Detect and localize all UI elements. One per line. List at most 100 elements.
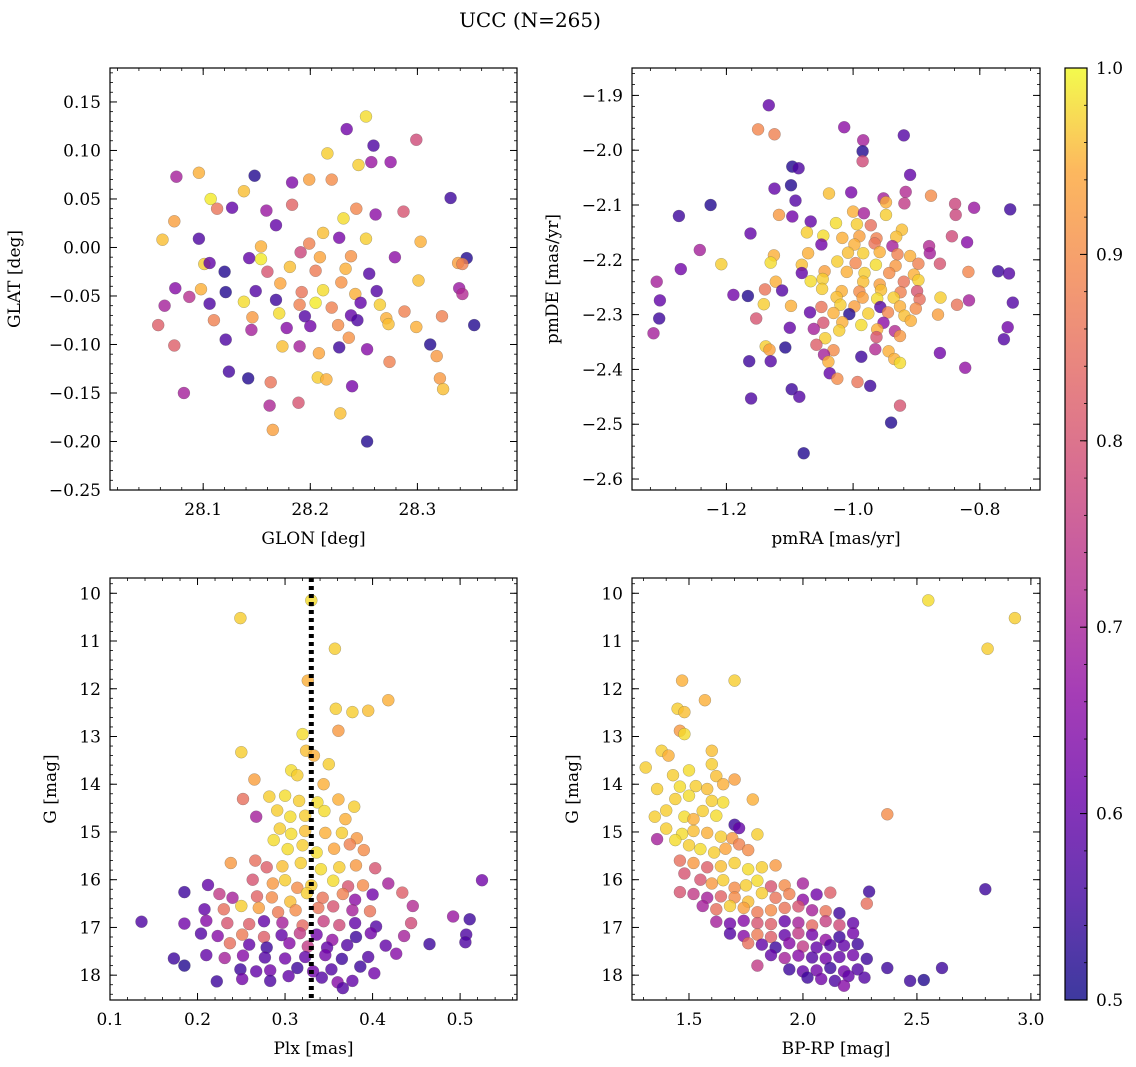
scatter-point (245, 323, 258, 337)
scatter-point (158, 299, 171, 312)
scatter-point (804, 215, 817, 228)
scatter-point (923, 246, 936, 260)
scatter-point (345, 380, 359, 393)
scatter-point (737, 901, 750, 915)
panel-pmra-pmde: −1.2 −1.0 −0.8 −2.6 −2.5 −2.4 −2.3 −2.2 −2.1 −2.0… (543, 67, 1041, 549)
scatter-point (792, 949, 805, 962)
scatter-point (728, 674, 741, 687)
scatter-point (827, 306, 840, 320)
scatter-point (237, 295, 251, 308)
scatter-point (348, 800, 361, 813)
scatter-point (359, 110, 373, 123)
scatter-point (284, 810, 297, 823)
scatter-point (840, 265, 853, 279)
scatter-point (354, 296, 367, 309)
scatter-point (934, 291, 947, 304)
scatter-point (274, 277, 287, 290)
scatter-point (200, 948, 213, 962)
scatter-point (715, 258, 728, 271)
scatter-point (203, 256, 216, 270)
scatter-point (764, 256, 777, 269)
scatter-point (200, 914, 213, 927)
scatter-point (931, 308, 945, 321)
scatter-point (337, 212, 350, 225)
scatter-point (225, 201, 239, 214)
scatter-point (764, 917, 778, 931)
scatter-point (717, 874, 730, 887)
scatter-point (435, 310, 449, 323)
scatter-point (898, 197, 911, 210)
scatter-point (769, 891, 782, 904)
scatter-point (237, 184, 251, 198)
y-tick-label: 13 (79, 727, 101, 747)
scatter-point (751, 874, 764, 887)
scatter-point (678, 705, 691, 719)
scatter-point (801, 246, 815, 260)
scatter-point (705, 758, 718, 771)
scatter-point (356, 879, 370, 892)
scatter-point (732, 821, 746, 835)
scatter-point (292, 794, 306, 808)
scatter-point (382, 877, 395, 890)
scatter-point (404, 916, 418, 930)
scatter-point (837, 979, 851, 992)
scatter-point (319, 948, 332, 962)
scatter-point (763, 343, 776, 356)
scatter-point (257, 915, 271, 928)
scatter-point (728, 773, 741, 786)
panel-bprp-g: 1.5 2.0 2.5 3.0 10 11 12 13 14 15 16 17 18 BP-RP [mag… (563, 577, 1044, 1059)
scatter-point (446, 910, 460, 923)
scatter-point (856, 154, 869, 168)
scatter-point (339, 812, 352, 826)
scatter-point (278, 952, 292, 965)
y-tick-label: −0.15 (49, 384, 101, 404)
scatter-point (687, 887, 700, 901)
scatter-point (893, 356, 907, 370)
scatter-point (678, 867, 691, 880)
scatter-point (221, 916, 234, 930)
scatter-point (263, 790, 276, 803)
scatter-point (178, 959, 191, 972)
scatter-point (764, 930, 778, 944)
y-axis-label: G [mag] (41, 754, 61, 823)
scatter-point (410, 320, 423, 334)
y-tick-label: −2.1 (582, 196, 623, 216)
scatter-point (848, 238, 861, 251)
scatter-point (959, 361, 972, 374)
y-tick-label: 15 (79, 823, 101, 843)
scatter-point (250, 810, 263, 823)
y-axis-label: G [mag] (563, 754, 583, 823)
x-axis-label: Plx [mas] (273, 1039, 353, 1059)
scatter-point (346, 904, 359, 917)
scatter-point (406, 899, 419, 913)
scatter-point (369, 862, 382, 875)
scatter-point (846, 927, 860, 940)
scatter-point (710, 903, 723, 916)
scatter-point (855, 350, 868, 363)
scatter-point (800, 226, 814, 239)
scatter-point (463, 913, 476, 926)
scatter-point (851, 937, 864, 951)
scatter-point (291, 961, 304, 975)
scatter-point (762, 99, 775, 112)
scatter-point (962, 294, 976, 307)
scatter-point (327, 900, 340, 913)
scatter-point (653, 312, 666, 325)
scatter-point (332, 793, 345, 806)
scatter-point (291, 881, 304, 894)
scatter-point (744, 392, 758, 405)
scatter-point (673, 885, 687, 899)
scatter-point (293, 298, 306, 311)
scatter-point (884, 416, 898, 429)
scatter-point (336, 981, 349, 995)
scatter-point (456, 257, 469, 271)
scatter-point (833, 918, 846, 932)
scatter-point (672, 209, 686, 223)
scatter-point (169, 282, 182, 295)
scatter-point (360, 435, 374, 448)
scatter-point (192, 166, 206, 180)
scatter-point (933, 257, 947, 270)
scatter-point (862, 307, 875, 320)
scatter-point (264, 376, 277, 389)
scatter-point (870, 330, 883, 344)
